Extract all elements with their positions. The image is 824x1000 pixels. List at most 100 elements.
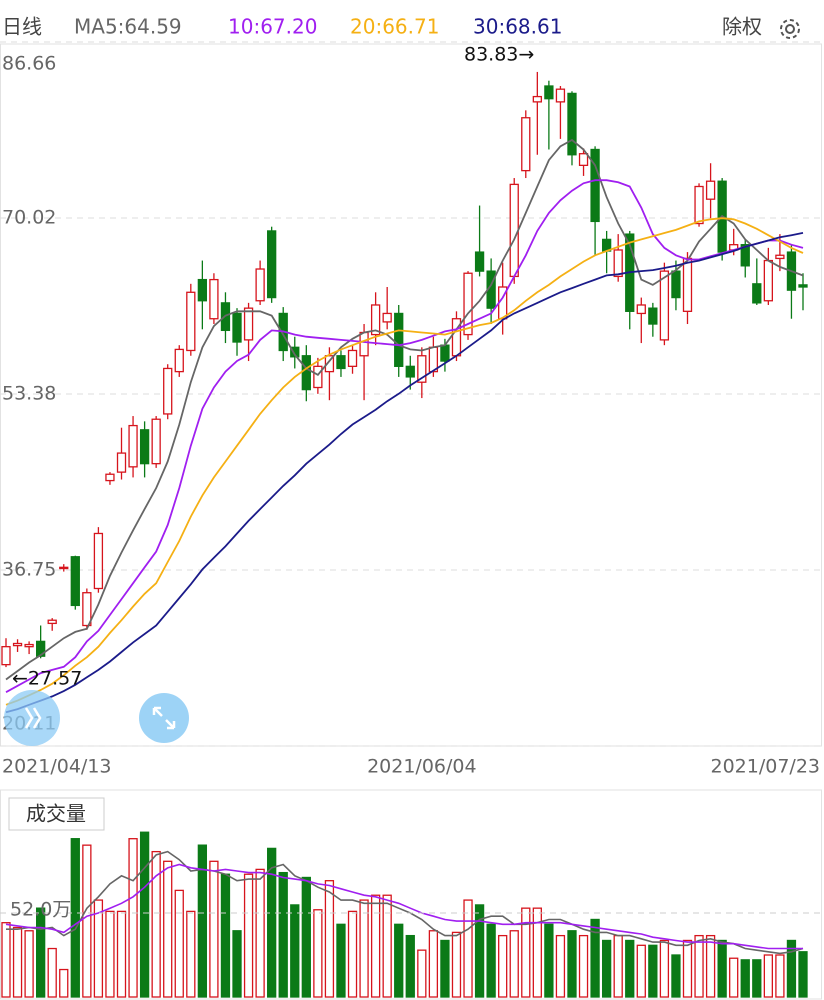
volume-bar xyxy=(290,904,300,998)
candle-body xyxy=(590,148,600,223)
volume-bar xyxy=(301,876,311,998)
volume-title-box xyxy=(8,797,105,831)
volume-bar xyxy=(428,930,439,998)
candle-body xyxy=(128,424,138,468)
candle-body xyxy=(116,452,127,473)
legend-ma5: MA5:64.59 xyxy=(74,15,182,39)
fullscreen-icon xyxy=(152,706,176,730)
candle-body xyxy=(636,304,646,315)
candle-body xyxy=(567,92,577,156)
candle-body xyxy=(197,278,208,302)
volume-bar xyxy=(671,954,681,998)
fullscreen-button[interactable] xyxy=(139,693,189,743)
candle-body xyxy=(382,312,392,323)
x-tick-label: 2021/07/23 xyxy=(710,756,820,778)
candle-body xyxy=(174,348,184,373)
volume-bar xyxy=(405,934,415,998)
volume-bar xyxy=(347,910,358,998)
adjust-button[interactable]: 除权 xyxy=(722,15,762,39)
volume-bar xyxy=(798,951,808,998)
volume-bar xyxy=(636,944,646,998)
candle-body xyxy=(370,304,381,336)
volume-bar xyxy=(451,931,462,998)
volume-bar xyxy=(729,957,739,998)
volume-bar xyxy=(463,899,473,998)
ma-line xyxy=(5,232,804,714)
volume-bar xyxy=(174,889,184,998)
volume-bar xyxy=(313,909,323,998)
volume-bar xyxy=(763,954,773,998)
volume-bar xyxy=(139,831,150,998)
volume-bar xyxy=(36,907,46,998)
candle-body xyxy=(209,278,219,320)
settings-icon[interactable] xyxy=(780,19,800,39)
candle-body xyxy=(474,251,485,272)
candle-body xyxy=(151,418,161,465)
volume-bar xyxy=(613,934,623,998)
volume-bar xyxy=(417,949,427,998)
candle-body xyxy=(267,230,277,299)
candle-body xyxy=(463,272,473,336)
volume-bar xyxy=(220,873,231,998)
candle-body xyxy=(544,85,554,100)
volume-ma-line xyxy=(5,863,803,950)
volume-bar xyxy=(370,894,381,998)
volume-title: 成交量 xyxy=(26,802,86,826)
candle-body xyxy=(775,254,785,260)
ma-line xyxy=(5,138,804,681)
volume-bar xyxy=(775,954,785,998)
y-tick-label: 70.02 xyxy=(2,207,56,229)
volume-bar xyxy=(197,844,208,998)
x-tick-label: 2021/04/13 xyxy=(2,756,112,778)
candle-body xyxy=(405,365,415,378)
candle-body xyxy=(232,312,242,343)
scroll-icon xyxy=(24,707,42,729)
volume-bar xyxy=(209,860,219,998)
candle-body xyxy=(682,257,693,312)
volume-bar xyxy=(116,910,127,998)
candle-body xyxy=(186,291,196,352)
volume-bar xyxy=(498,934,508,998)
candle-body xyxy=(532,95,542,103)
volume-bar xyxy=(1,922,11,998)
candle-body xyxy=(648,307,658,325)
legend-ma20: 20:66.71 xyxy=(350,15,439,39)
ma-line xyxy=(5,217,804,706)
candle-body xyxy=(313,365,323,389)
candle-body xyxy=(613,249,623,278)
candle-body xyxy=(659,270,670,341)
candle-body xyxy=(798,284,808,288)
volume-bar xyxy=(82,844,92,998)
candle-body xyxy=(47,619,57,625)
ma-line xyxy=(5,179,804,693)
volume-bar xyxy=(163,860,173,998)
volume-bar xyxy=(555,934,566,998)
legend-ma10: 10:67.20 xyxy=(228,15,317,39)
volume-bar xyxy=(359,899,369,998)
candle-body xyxy=(139,429,150,465)
candle-body xyxy=(555,88,566,103)
volume-bar xyxy=(394,923,404,998)
candle-body xyxy=(752,283,762,304)
low-annotation: ←27.57 xyxy=(12,668,82,690)
candle-body xyxy=(359,331,369,357)
volume-bar xyxy=(278,871,288,998)
volume-bar xyxy=(232,930,242,998)
volume-bar xyxy=(24,930,34,998)
volume-bar xyxy=(705,934,716,998)
candle-body xyxy=(163,367,173,415)
candle-body xyxy=(336,355,346,370)
candle-body xyxy=(578,153,589,166)
volume-bar xyxy=(694,934,704,998)
candle-body xyxy=(82,592,92,627)
volume-bar xyxy=(243,873,254,998)
candle-body xyxy=(394,312,404,367)
candle-body xyxy=(521,117,531,172)
candle-body xyxy=(440,344,450,362)
volume-ma-line xyxy=(6,850,804,955)
candle-body xyxy=(509,183,519,278)
period-tab[interactable]: 日线 xyxy=(2,15,42,39)
candle-body xyxy=(740,244,750,267)
volume-bar xyxy=(151,850,161,998)
